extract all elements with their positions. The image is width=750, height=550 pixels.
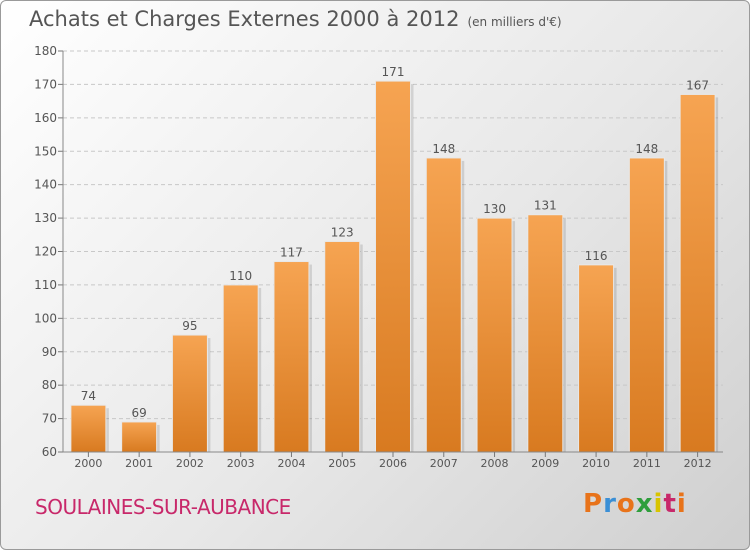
bar <box>121 421 158 453</box>
logo-letter: t <box>663 489 677 519</box>
x-tick-label: 2005 <box>328 457 356 470</box>
bar-value-label: 171 <box>382 65 405 79</box>
x-tick-label: 2012 <box>684 457 712 470</box>
logo-letter: x <box>635 489 654 519</box>
bar-value-label: 110 <box>229 269 252 283</box>
x-tick-label: 2009 <box>531 457 559 470</box>
bar-value-label: 69 <box>132 406 147 420</box>
location-name: SOULAINES-SUR-AUBANCE <box>35 495 291 519</box>
logo-letter: i <box>676 489 687 519</box>
bar-value-label: 167 <box>686 78 709 92</box>
bar <box>476 217 513 453</box>
bar <box>324 240 361 453</box>
x-tick-label: 2011 <box>633 457 661 470</box>
logo-letter: P <box>583 489 604 519</box>
bars: 74 69 95 110 117 123 171 148 130 131 116 148 167 <box>70 65 719 453</box>
x-tick-label: 2000 <box>74 457 102 470</box>
proxiti-logo[interactable]: Proxiti <box>583 489 687 519</box>
logo-letter: r <box>603 489 617 519</box>
bar <box>578 264 615 453</box>
bar <box>375 80 411 453</box>
bar-value-label: 117 <box>280 246 303 260</box>
bar-value-label: 74 <box>81 389 96 403</box>
bar <box>273 261 310 453</box>
y-tick-label: 120 <box>34 245 57 259</box>
y-axis: 60 70 80 90 100 110 120 130 140 150 160 170 180 <box>34 44 64 459</box>
bar <box>171 334 208 453</box>
bar <box>527 214 564 453</box>
x-tick-label: 2002 <box>176 457 204 470</box>
bar <box>679 93 716 453</box>
bar <box>628 157 665 453</box>
x-tick-label: 2008 <box>481 457 509 470</box>
y-tick-label: 170 <box>34 77 57 91</box>
y-tick-label: 150 <box>34 144 57 158</box>
bar-value-label: 130 <box>483 202 506 216</box>
logo-letter: i <box>653 489 664 519</box>
y-tick-label: 140 <box>34 178 57 192</box>
x-tick-label: 2003 <box>227 457 255 470</box>
y-tick-label: 180 <box>34 44 57 58</box>
bar-value-label: 131 <box>534 199 557 213</box>
y-tick-label: 110 <box>34 278 57 292</box>
bar <box>425 157 462 453</box>
bar-value-label: 116 <box>585 249 608 263</box>
y-tick-label: 60 <box>42 445 57 459</box>
y-tick-label: 100 <box>34 311 57 325</box>
y-tick-label: 90 <box>42 345 57 359</box>
bar-value-label: 148 <box>432 142 455 156</box>
x-tick-label: 2004 <box>277 457 305 470</box>
bar <box>222 284 259 453</box>
x-tick-label: 2010 <box>582 457 610 470</box>
x-tick-label: 2001 <box>125 457 153 470</box>
y-tick-label: 160 <box>34 111 57 125</box>
x-axis: 2000 2001 2002 2003 2004 2005 2006 2007 2008 2009… <box>63 451 723 470</box>
chart-title-text: Achats et Charges Externes 2000 à 2012 <box>29 7 460 31</box>
x-tick-label: 2006 <box>379 457 407 470</box>
y-tick-label: 70 <box>42 412 57 426</box>
bar-value-label: 148 <box>635 142 658 156</box>
chart-title: Achats et Charges Externes 2000 à 2012 (e… <box>29 7 562 31</box>
chart-subtitle: (en milliers d'€) <box>467 15 562 29</box>
y-tick-label: 80 <box>42 378 57 392</box>
y-tick-label: 130 <box>34 211 57 225</box>
bar-value-label: 123 <box>331 225 354 239</box>
x-tick-label: 2007 <box>430 457 458 470</box>
bar <box>70 404 107 453</box>
bar-value-label: 95 <box>182 319 197 333</box>
logo-letter: o <box>616 489 636 519</box>
